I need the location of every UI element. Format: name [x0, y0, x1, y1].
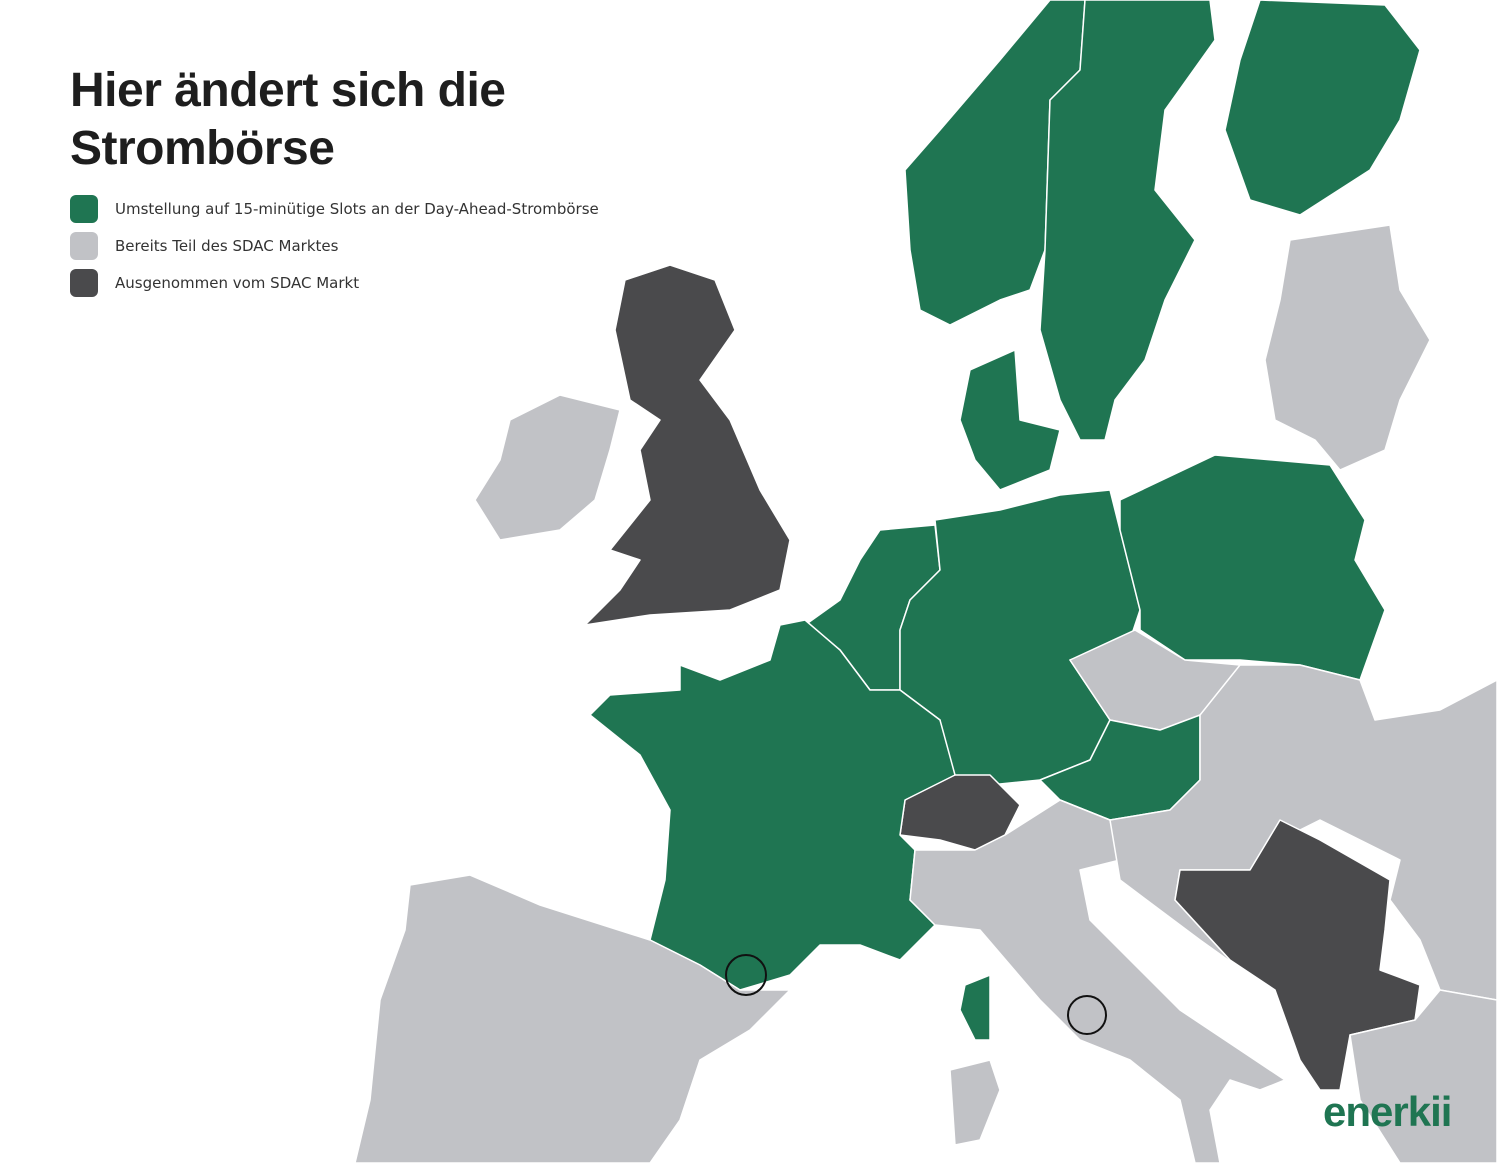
vatican-marker: [1067, 995, 1107, 1035]
legend-swatch: [70, 269, 98, 297]
legend-label: Ausgenommen vom SDAC Markt: [115, 274, 360, 292]
legend: Umstellung auf 15-minütige Slots an der …: [70, 195, 599, 306]
legend-item: Ausgenommen vom SDAC Markt: [70, 269, 599, 297]
title-line: Hier ändert sich die: [70, 64, 506, 117]
legend-item: Umstellung auf 15-minütige Slots an der …: [70, 195, 599, 223]
legend-swatch: [70, 232, 98, 260]
countries: [354, 0, 1497, 1163]
france: [589, 619, 956, 991]
greece: [1349, 989, 1497, 1163]
sweden: [1039, 0, 1216, 441]
finland: [1224, 0, 1421, 216]
brand-logo: enerkii: [1323, 1088, 1452, 1135]
legend-item: Bereits Teil des SDAC Marktes: [70, 232, 599, 260]
baltics: [1264, 224, 1431, 471]
iberia: [354, 874, 791, 1163]
legend-label: Bereits Teil des SDAC Marktes: [115, 237, 339, 255]
sardinia: [949, 1059, 1001, 1146]
denmark: [959, 349, 1061, 491]
legend-label: Umstellung auf 15-minütige Slots an der …: [115, 200, 599, 218]
united-kingdom: [584, 264, 791, 626]
title-line: Strombörse: [70, 122, 335, 175]
ireland: [474, 394, 621, 541]
legend-swatch: [70, 195, 98, 223]
title: Hier ändert sich die Strombörse: [70, 62, 506, 178]
andorra-marker: [725, 954, 767, 996]
corsica: [959, 974, 991, 1041]
